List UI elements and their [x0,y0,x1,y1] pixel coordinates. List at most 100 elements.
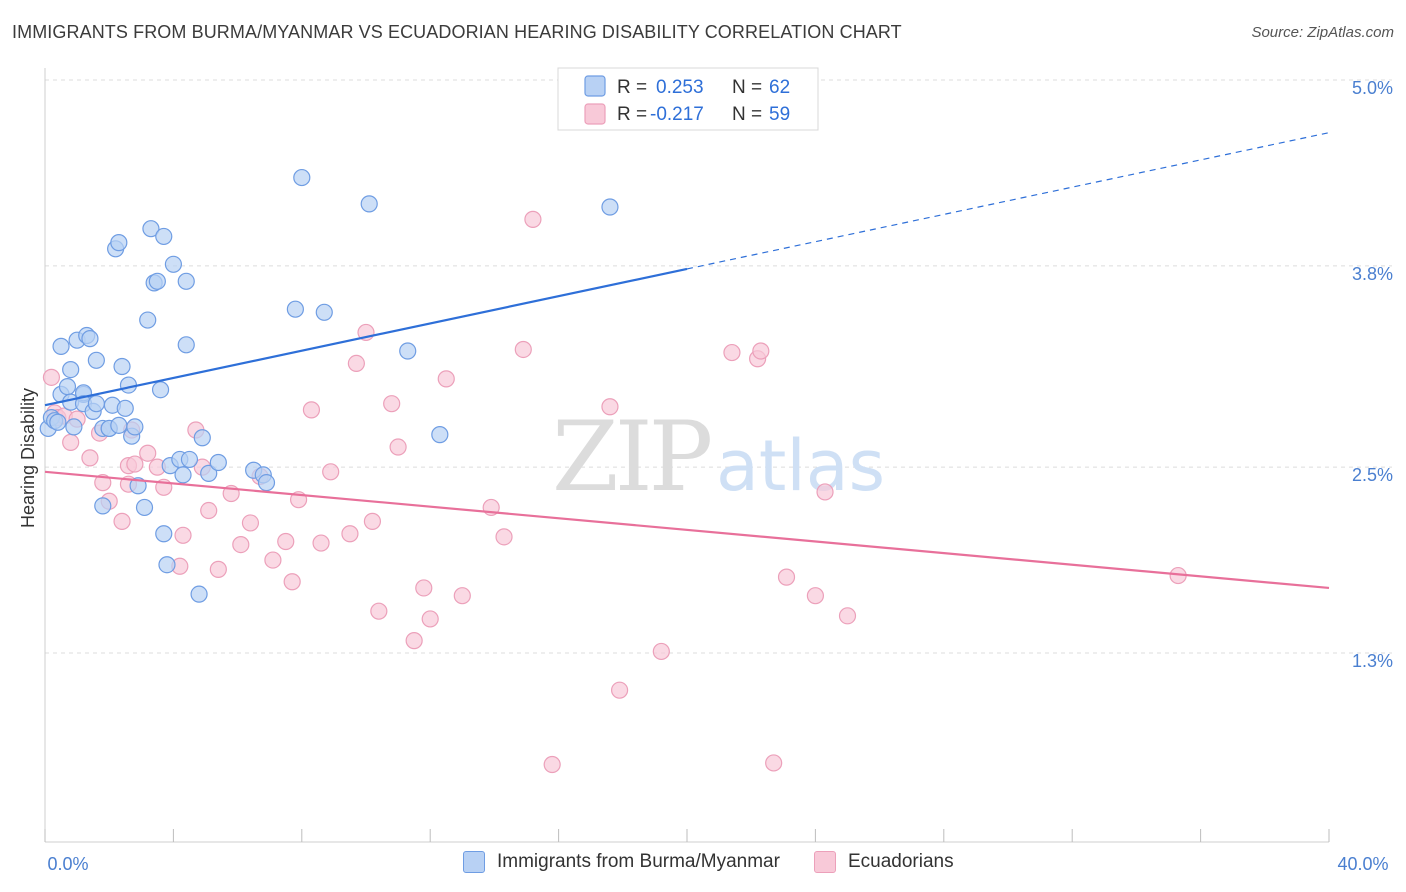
point-burma [139,311,157,329]
point-ecuadorians [453,587,471,605]
legend-swatch-ecuadorians [584,103,606,125]
point-ecuadorians [806,587,825,605]
point-burma [155,227,173,246]
bottom-legend: Immigrants from Burma/Myanmar Ecuadorian… [463,851,988,873]
y-tick-label: 3.8% [1352,264,1393,284]
gridlines [45,79,1392,654]
x-tick-label-max: 40.0% [1337,854,1388,874]
point-ecuadorians [652,642,670,661]
point-burma [62,360,80,379]
point-burma [129,477,147,495]
x-tick-label-min: 0.0% [47,854,88,874]
point-burma [151,381,170,399]
point-ecuadorians [322,463,340,481]
point-burma [155,525,173,543]
point-burma [286,300,304,318]
point-burma [116,399,134,417]
point-ecuadorians [389,438,407,456]
point-burma [87,395,105,413]
point-burma [177,336,195,354]
point-ecuadorians [363,512,382,530]
point-ecuadorians [383,395,401,413]
point-burma [52,337,70,355]
point-ecuadorians [752,342,770,360]
point-burma [180,450,199,469]
point-ecuadorians [405,632,423,650]
point-burma [148,272,166,290]
point-burma [58,378,77,396]
point-burma [49,413,67,431]
point-ecuadorians [816,483,834,501]
point-burma [135,498,154,517]
bottom-legend-item-ecuadorians: Ecuadorians [813,851,954,873]
y-tick-label: 1.3% [1352,651,1393,671]
point-ecuadorians [264,551,282,569]
point-ecuadorians [838,607,857,625]
point-burma [177,272,195,290]
source-label: Source: ZipAtlas.com [1251,24,1394,41]
watermark: ZIP atlas [552,401,885,513]
point-ecuadorians [514,340,532,359]
bottom-legend-item-burma: Immigrants from Burma/Myanmar [463,851,780,873]
point-burma [431,426,449,444]
legend-n-value-1: 62 [769,77,790,98]
point-burma [190,585,208,603]
point-ecuadorians [126,455,144,473]
point-ecuadorians [302,401,321,419]
y-tick-labels: 1.3% 2.5% 3.8% 5.0% [1352,78,1393,671]
point-ecuadorians [200,501,218,520]
point-ecuadorians [437,370,455,388]
point-ecuadorians [495,528,513,546]
point-burma [257,474,276,492]
point-ecuadorians [543,755,561,774]
point-burma [113,357,131,376]
trend-line-ecuadorians [44,470,1330,590]
point-ecuadorians [370,602,388,620]
point-ecuadorians [341,525,359,543]
point-burma [360,195,378,213]
point-ecuadorians [232,535,250,554]
point-ecuadorians [94,474,112,492]
legend-n-label-1: N = [732,77,762,98]
point-ecuadorians [765,754,783,772]
point-burma [94,497,112,515]
point-burma [315,303,333,321]
point-ecuadorians [209,560,227,578]
point-burma [126,418,144,436]
legend-r-value-1: 0.253 [656,77,704,98]
legend: R = 0.253 N = 62 R = -0.217 N = 59 [557,67,819,131]
point-burma [200,464,218,482]
legend-r-label-2: R = [617,104,647,125]
point-burma [399,342,417,360]
point-ecuadorians [723,343,741,362]
point-ecuadorians [81,449,99,467]
point-burma [209,453,227,472]
point-ecuadorians [524,210,542,228]
point-burma [119,376,138,394]
series-burma [39,168,619,603]
point-ecuadorians [277,532,295,551]
point-ecuadorians [139,444,157,462]
bottom-legend-swatch-ecuadorians [813,851,836,873]
watermark-atlas: atlas [716,425,885,507]
trend-lines [44,132,1330,590]
bottom-legend-label-burma: Immigrants from Burma/Myanmar [497,851,780,872]
point-ecuadorians [610,681,629,699]
bottom-legend-swatch-burma [463,851,485,873]
trend-line-burma [44,267,688,407]
point-ecuadorians [421,610,439,628]
legend-r-label-1: R = [617,77,647,98]
point-ecuadorians [777,568,796,586]
point-ecuadorians [174,526,192,544]
point-burma [293,168,311,187]
y-tick-label: 5.0% [1352,78,1393,98]
trend-line-burma-extension [686,132,1330,270]
axes [44,68,1330,843]
point-burma [110,234,128,252]
point-burma [601,198,619,216]
point-ecuadorians [347,354,365,373]
point-burma [193,429,211,447]
chart-title: IMMIGRANTS FROM BURMA/MYANMAR VS ECUADOR… [12,22,902,42]
bottom-legend-label-ecuadorians: Ecuadorians [847,851,954,872]
